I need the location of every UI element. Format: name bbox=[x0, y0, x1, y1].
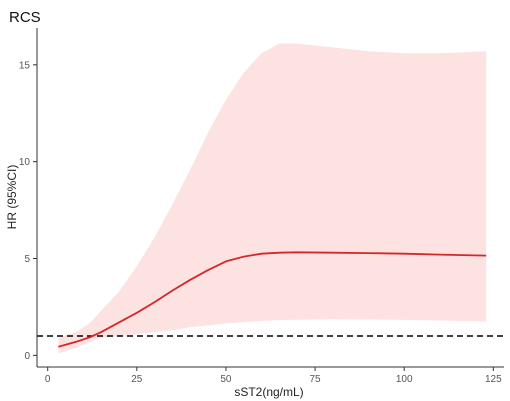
x-tick-label: 75 bbox=[309, 374, 321, 385]
y-tick-label: 15 bbox=[19, 60, 31, 71]
x-tick-label: 25 bbox=[131, 374, 143, 385]
x-tick-label: 100 bbox=[396, 374, 413, 385]
y-tick-label: 0 bbox=[24, 351, 30, 362]
chart-title: RCS bbox=[9, 9, 41, 26]
x-axis-ticks: 0 25 50 75 100 125 bbox=[45, 367, 502, 385]
confidence-band bbox=[58, 43, 487, 354]
x-tick-label: 0 bbox=[45, 374, 51, 385]
x-tick-label: 125 bbox=[485, 374, 502, 385]
x-tick-label: 50 bbox=[220, 374, 232, 385]
y-axis-ticks: 0 5 10 15 bbox=[19, 60, 37, 362]
hr-curve bbox=[58, 251, 487, 348]
y-tick-label: 10 bbox=[19, 157, 31, 168]
plot-area bbox=[37, 43, 504, 354]
y-axis-label: HR (95%CI) bbox=[5, 165, 19, 230]
x-axis-label: sST2(ng/mL) bbox=[234, 385, 303, 399]
y-tick-label: 5 bbox=[24, 254, 30, 265]
